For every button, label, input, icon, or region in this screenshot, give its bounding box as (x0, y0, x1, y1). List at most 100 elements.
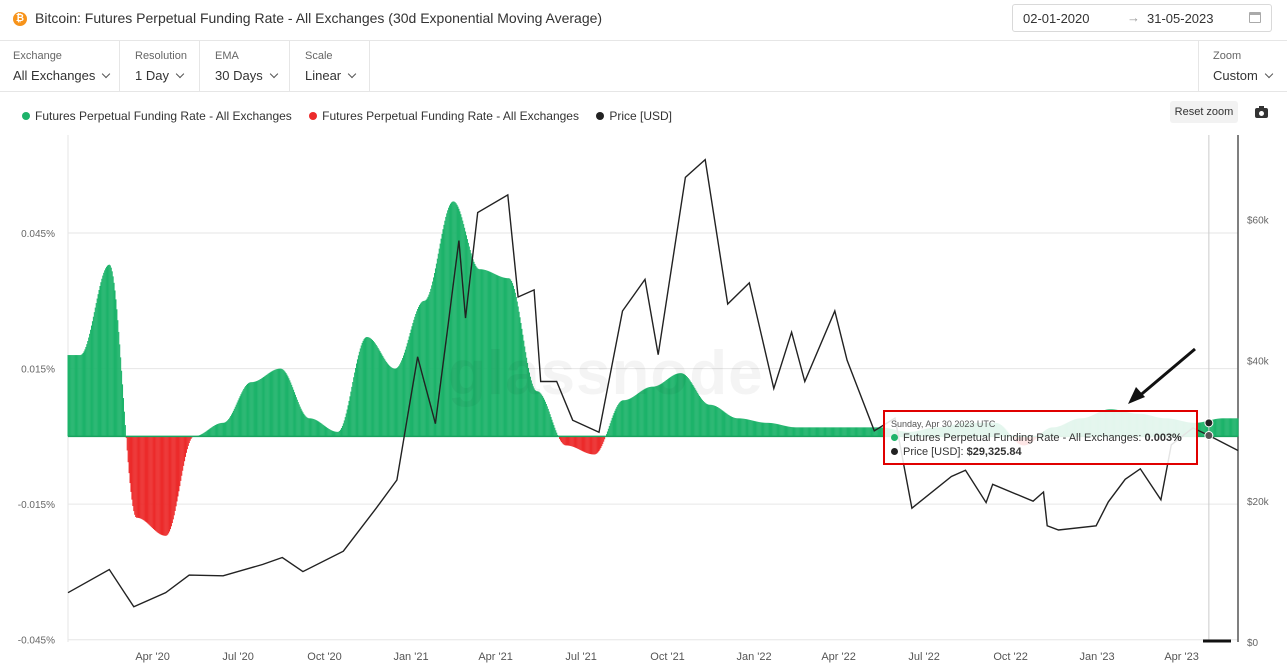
funding-rate-bar (844, 427, 846, 437)
funding-rate-bar (113, 282, 115, 437)
legend-item-funding-positive[interactable]: Futures Perpetual Funding Rate - All Exc… (22, 109, 292, 123)
circle-icon (22, 112, 30, 120)
x-tick-label: Apr '22 (821, 651, 856, 663)
zoom-select[interactable]: Zoom Custom (1198, 41, 1287, 91)
funding-rate-bar (314, 419, 316, 437)
funding-rate-bar (820, 427, 822, 437)
funding-rate-bar (224, 422, 226, 437)
funding-rate-bar (249, 382, 251, 437)
funding-rate-bar (348, 400, 350, 437)
legend-item-funding-negative[interactable]: Futures Perpetual Funding Rate - All Exc… (309, 109, 579, 123)
funding-rate-bar (589, 436, 591, 454)
resolution-value[interactable]: 1 Day (135, 68, 185, 83)
exchange-value[interactable]: All Exchanges (13, 68, 111, 83)
funding-rate-bar (69, 355, 71, 437)
funding-rate-bar (517, 306, 519, 437)
funding-rate-bar (381, 354, 383, 437)
funding-rate-bar (229, 417, 231, 437)
funding-rate-bar (542, 396, 544, 437)
funding-rate-bar (765, 422, 767, 437)
circle-icon (891, 448, 898, 455)
funding-rate-bar (386, 362, 388, 437)
date-from-input[interactable]: 02-01-2020 (1023, 11, 1090, 26)
funding-rate-bar (402, 355, 405, 437)
funding-rate-bar (161, 436, 163, 536)
funding-rate-bar (478, 268, 480, 437)
funding-rate-bar (205, 431, 207, 437)
funding-rate-bar (352, 382, 354, 437)
funding-rate-bar (786, 426, 788, 437)
zoom-value[interactable]: Custom (1213, 68, 1274, 83)
funding-rate-bar (164, 436, 166, 536)
exchange-select[interactable]: Exchange All Exchanges (0, 41, 120, 91)
funding-rate-bar (100, 282, 102, 437)
funding-rate-bar (717, 407, 719, 437)
funding-rate-bar (601, 436, 603, 447)
funding-rate-bar (774, 423, 776, 437)
funding-rate-bar (434, 273, 436, 437)
reset-zoom-button[interactable]: Reset zoom (1170, 101, 1238, 123)
funding-rate-bar (345, 413, 347, 437)
scale-select[interactable]: Scale Linear (292, 41, 370, 91)
funding-rate-bar (1237, 418, 1239, 437)
funding-rate-bar (214, 425, 216, 437)
funding-rate-bar (404, 349, 406, 437)
funding-rate-bar (102, 275, 104, 437)
funding-rate-bar (556, 432, 558, 437)
scale-value[interactable]: Linear (305, 68, 357, 83)
funding-rate-bar (465, 231, 467, 437)
funding-rate-bar (504, 277, 506, 437)
funding-rate-bar (204, 431, 206, 437)
funding-rate-bar (485, 270, 487, 437)
date-range-picker[interactable]: 02-01-2020 → 31-05-2023 (1012, 4, 1272, 32)
resolution-select[interactable]: Resolution 1 Day (122, 41, 200, 91)
funding-rate-bar (665, 380, 667, 437)
ema-select[interactable]: EMA 30 Days (202, 41, 290, 91)
camera-icon[interactable] (1255, 106, 1268, 118)
chevron-down-icon (347, 69, 357, 79)
funding-rate-bar (660, 383, 662, 437)
funding-rate-bar (139, 436, 141, 519)
funding-rate-bar (764, 422, 766, 437)
funding-rate-bar (724, 412, 726, 437)
funding-rate-bar (688, 379, 690, 437)
funding-rate-bar (518, 311, 520, 437)
funding-rate-bar (711, 404, 713, 437)
funding-rate-bar (634, 395, 636, 437)
funding-rate-bar (418, 306, 420, 437)
funding-rate-bar (1221, 418, 1223, 437)
funding-rate-bar (612, 415, 614, 437)
date-to-input[interactable]: 31-05-2023 (1147, 11, 1214, 26)
funding-rate-bar (551, 419, 553, 437)
funding-rate-bar (714, 406, 717, 437)
funding-rate-bar (134, 436, 136, 515)
funding-rate-bar (833, 427, 835, 437)
funding-rate-bar (658, 384, 660, 437)
funding-rate-bar (80, 354, 82, 437)
funding-rate-bar (144, 436, 146, 522)
funding-rate-bar (633, 396, 635, 437)
tooltip-date: Sunday, Apr 30 2023 UTC (891, 419, 996, 429)
funding-rate-bar (127, 436, 129, 463)
funding-rate-bar (756, 421, 758, 437)
funding-rate-bar (406, 343, 408, 437)
funding-rate-bar (496, 274, 498, 437)
calendar-icon[interactable] (1249, 12, 1261, 23)
funding-rate-bar (316, 420, 318, 437)
funding-rate-bar (234, 406, 236, 437)
funding-rate-bar (870, 427, 873, 437)
funding-rate-bar (537, 391, 539, 437)
funding-rate-bar (757, 421, 759, 437)
funding-rate-bar (1228, 418, 1230, 437)
page-title: Bitcoin: Futures Perpetual Funding Rate … (35, 10, 603, 26)
funding-rate-bar (567, 436, 569, 446)
funding-rate-bar (415, 313, 417, 437)
funding-rate-bar (650, 386, 652, 437)
funding-rate-bar (375, 344, 377, 437)
funding-rate-bar (347, 405, 349, 437)
funding-rate-bar (95, 303, 97, 437)
y-left-tick-label: -0.045% (18, 636, 55, 647)
legend-item-price[interactable]: Price [USD] (596, 109, 672, 123)
ema-value[interactable]: 30 Days (215, 68, 278, 83)
funding-rate-bar (142, 436, 144, 520)
